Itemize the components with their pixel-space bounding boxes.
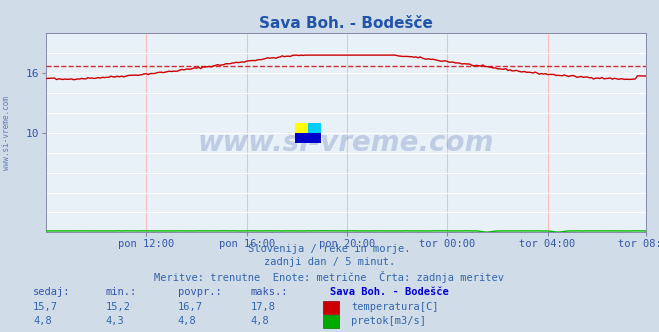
Text: povpr.:: povpr.: — [178, 287, 221, 297]
Text: www.si-vreme.com: www.si-vreme.com — [198, 129, 494, 157]
Text: zadnji dan / 5 minut.: zadnji dan / 5 minut. — [264, 257, 395, 267]
Text: 4,8: 4,8 — [250, 316, 269, 326]
Bar — [308, 123, 322, 133]
Text: www.si-vreme.com: www.si-vreme.com — [2, 96, 11, 170]
Text: 15,7: 15,7 — [33, 302, 58, 312]
Text: Sava Boh. - Bodešče: Sava Boh. - Bodešče — [330, 287, 448, 297]
Text: maks.:: maks.: — [250, 287, 288, 297]
Text: 15,2: 15,2 — [105, 302, 130, 312]
Text: Slovenija / reke in morje.: Slovenija / reke in morje. — [248, 244, 411, 254]
Text: pretok[m3/s]: pretok[m3/s] — [351, 316, 426, 326]
Text: 17,8: 17,8 — [250, 302, 275, 312]
Bar — [295, 133, 322, 143]
Text: Meritve: trenutne  Enote: metrične  Črta: zadnja meritev: Meritve: trenutne Enote: metrične Črta: … — [154, 271, 505, 283]
Text: 4,3: 4,3 — [105, 316, 124, 326]
Text: min.:: min.: — [105, 287, 136, 297]
Bar — [295, 123, 308, 133]
Text: temperatura[C]: temperatura[C] — [351, 302, 439, 312]
Title: Sava Boh. - Bodešče: Sava Boh. - Bodešče — [259, 16, 433, 31]
Text: 4,8: 4,8 — [33, 316, 51, 326]
Text: 4,8: 4,8 — [178, 316, 196, 326]
Text: 16,7: 16,7 — [178, 302, 203, 312]
Text: sedaj:: sedaj: — [33, 287, 71, 297]
